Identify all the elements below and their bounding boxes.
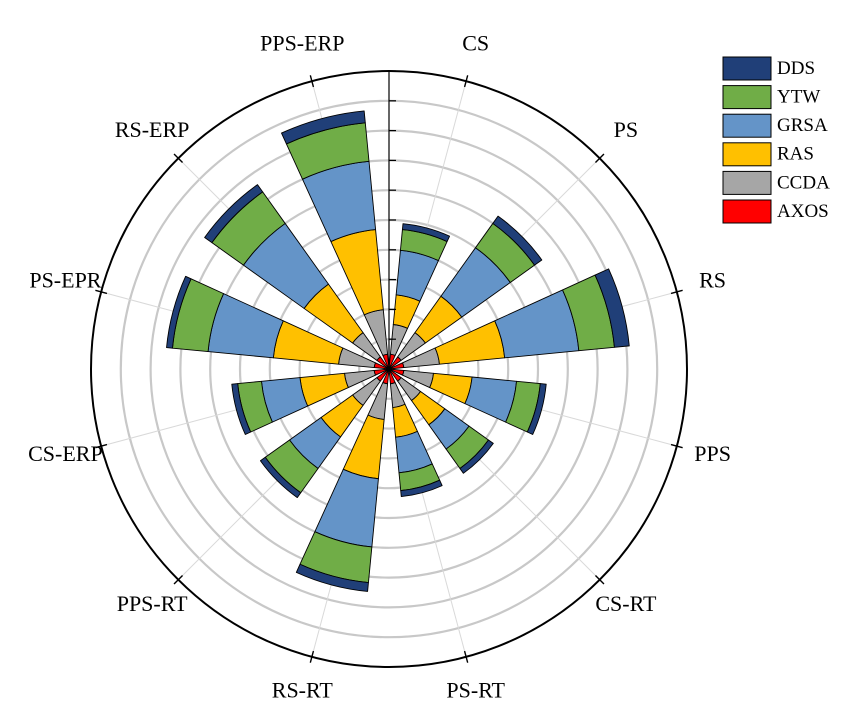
angular-tick (173, 153, 184, 164)
legend-label: YTW (777, 86, 820, 107)
category-label: PS-EPR (29, 267, 101, 292)
category-label: RS-ERP (115, 117, 190, 142)
legend: DDS YTW GRSA RAS CCDA AXOS (722, 56, 830, 224)
angular-tick (670, 289, 683, 295)
outer-circle (90, 70, 688, 668)
legend-label: DDS (777, 58, 815, 79)
legend-item-axos: AXOS (722, 199, 829, 224)
category-label: CS (462, 30, 489, 55)
legend-label: GRSA (777, 115, 828, 136)
angular-tick (594, 574, 605, 585)
legend-swatch (722, 113, 772, 138)
bar-cs (388, 223, 451, 370)
bar-segment-dds (281, 110, 366, 145)
legend-label: AXOS (777, 201, 829, 222)
angular-tick (670, 443, 683, 449)
legend-swatch (722, 199, 772, 224)
legend-swatch (722, 170, 772, 195)
bar-segment-dds (231, 383, 252, 435)
bar-segment-dds (295, 563, 369, 592)
category-label: CS-ERP (28, 441, 103, 466)
legend-item-ras: RAS (722, 142, 814, 167)
category-labels: CS PS RS PPS CS-RT PS-RT RS-RT PPS-RT CS-ERP PS-E… (28, 30, 731, 702)
bar-segment-dds (594, 268, 630, 348)
bar-segment-dds (526, 383, 547, 435)
bar-pps-rt (259, 368, 390, 499)
legend-swatch (722, 56, 772, 81)
bar-cs-erp (231, 368, 390, 435)
legend-item-dds: DDS (722, 56, 815, 81)
angular-tick (309, 650, 315, 663)
bar-pps-erp (281, 110, 390, 370)
bar-ps-rt (388, 368, 443, 497)
legend-label: RAS (777, 144, 814, 165)
bar-segment-dds (459, 439, 494, 474)
bar-ps (388, 215, 543, 370)
legend-item-ccda: CCDA (722, 170, 830, 195)
legend-label: CCDA (777, 172, 830, 193)
angular-tick (463, 650, 469, 663)
bar-segment-dds (204, 184, 264, 244)
category-label: PS-RT (446, 678, 505, 703)
bar-segment-dds (492, 215, 543, 266)
bar-segment-grsa (494, 289, 580, 359)
bar-segment-ras (392, 403, 418, 438)
category-label: CS-RT (595, 591, 657, 616)
category-label: PPS-RT (117, 591, 188, 616)
bar-ps-epr (166, 275, 390, 370)
category-label: PPS (694, 441, 731, 466)
legend-item-grsa: GRSA (722, 113, 828, 138)
polar-axis (90, 70, 688, 668)
angular-tick (594, 153, 605, 164)
angular-tick (309, 75, 315, 88)
bar-rs (388, 268, 630, 370)
legend-item-ytw: YTW (722, 85, 820, 110)
bar-rs-erp (204, 184, 390, 370)
angular-tick (95, 443, 108, 449)
bars (166, 110, 630, 592)
category-label: PS (614, 117, 638, 142)
legend-swatch (722, 85, 772, 110)
angular-tick (95, 289, 108, 295)
bar-segment-ras (299, 372, 349, 407)
bar-segment-ras (429, 372, 473, 405)
bar-segment-dds (401, 223, 451, 243)
category-label: PPS-ERP (260, 30, 344, 55)
category-label: RS (699, 267, 726, 292)
bar-segment-dds (259, 456, 302, 499)
bar-rs-rt (295, 368, 390, 592)
bar-segment-dds (166, 275, 192, 349)
angular-tick (463, 75, 469, 88)
bar-segment-dds (400, 479, 443, 497)
angular-tick (173, 574, 184, 585)
bar-cs-rt (388, 368, 494, 474)
legend-swatch (722, 142, 772, 167)
category-label: RS-RT (272, 678, 334, 703)
bar-pps (388, 368, 547, 435)
